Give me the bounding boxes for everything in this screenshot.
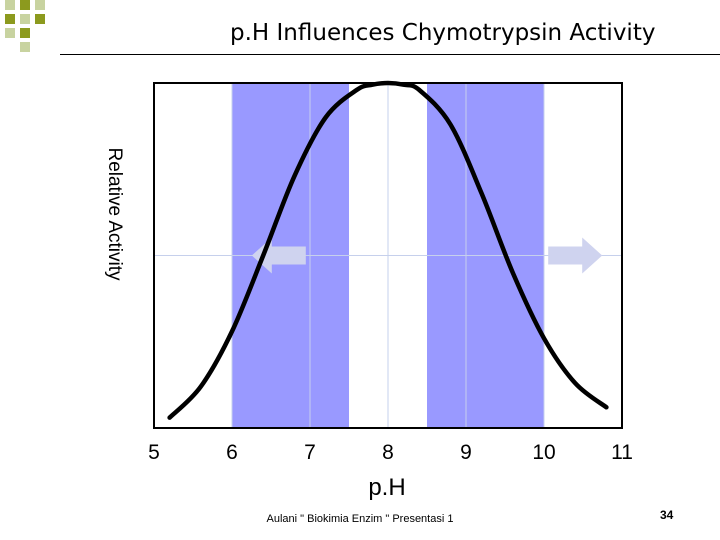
x-tick-label: 7 (304, 441, 316, 464)
activity-curve (167, 80, 609, 420)
title-underline (60, 54, 720, 55)
x-tick-label: 9 (460, 441, 472, 464)
x-tick-label: 6 (226, 441, 238, 464)
right-arrow (548, 237, 603, 274)
y-axis-label: Relative Activity (104, 147, 125, 281)
x-tick-label: 5 (148, 441, 160, 464)
x-tick-labels: 5 6 7 8 9 10 11 (148, 441, 633, 464)
footer-text: Aulani " Biokimia Enzim " Presentasi 1 (266, 513, 454, 525)
page-number: 34 (660, 508, 674, 522)
x-tick-label: 11 (611, 441, 633, 464)
x-tick-label: 8 (382, 441, 394, 464)
x-axis-label: p.H (368, 474, 406, 501)
x-tick-label: 10 (532, 441, 555, 464)
chart-title: p.H Influences Chymotrypsin Activity (230, 20, 656, 46)
